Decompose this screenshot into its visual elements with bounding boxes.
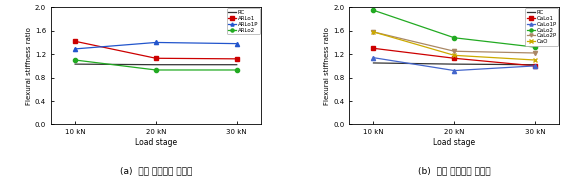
CaLo2 — [532, 46, 538, 48]
Text: (a)  유리 텍스타일 실험체: (a) 유리 텍스타일 실험체 — [120, 167, 192, 176]
X-axis label: Load stage: Load stage — [135, 138, 177, 147]
RC — [451, 63, 458, 65]
Line: CaLo2: CaLo2 — [371, 8, 537, 49]
RC — [72, 63, 79, 65]
Legend: RC, ARLo1, ARLo1P, ARLo2: RC, ARLo1, ARLo1P, ARLo2 — [227, 8, 260, 34]
Line: ARLo1P: ARLo1P — [73, 40, 239, 51]
CaO — [370, 31, 377, 33]
CaLo1 — [451, 57, 458, 59]
ARLo1 — [72, 40, 79, 42]
X-axis label: Load stage: Load stage — [433, 138, 475, 147]
CaLo2P — [532, 52, 538, 54]
ARLo2 — [153, 69, 159, 71]
ARLo1 — [233, 58, 240, 60]
Line: CaLo1P: CaLo1P — [371, 56, 537, 73]
RC — [153, 64, 159, 66]
ARLo1P — [72, 48, 79, 50]
Legend: RC, CaLo1, CaLo1P, CaLo2, CaLo2P, CaO: RC, CaLo1, CaLo1P, CaLo2, CaLo2P, CaO — [525, 8, 558, 46]
Text: (b)  탄소 텍스타일 실험체: (b) 탄소 텍스타일 실험체 — [418, 167, 490, 176]
ARLo1P — [153, 41, 159, 44]
CaO — [451, 54, 458, 56]
ARLo2 — [233, 69, 240, 71]
CaLo2P — [451, 50, 458, 52]
Line: RC: RC — [75, 64, 237, 65]
Line: CaO: CaO — [371, 30, 537, 62]
CaLo2P — [370, 31, 377, 33]
Y-axis label: Flexural stiffness ratio: Flexural stiffness ratio — [324, 27, 331, 105]
CaO — [532, 59, 538, 61]
RC — [233, 64, 240, 66]
CaLo1P — [451, 70, 458, 72]
CaLo2 — [451, 37, 458, 39]
Line: CaLo1: CaLo1 — [371, 46, 537, 68]
CaLo1 — [370, 47, 377, 49]
Y-axis label: Flexural stiffness ratio: Flexural stiffness ratio — [26, 27, 32, 105]
RC — [370, 62, 377, 64]
Line: CaLo2P: CaLo2P — [371, 30, 537, 55]
CaLo1P — [370, 57, 377, 59]
CaLo2 — [370, 9, 377, 11]
CaLo1 — [532, 65, 538, 67]
RC — [532, 64, 538, 66]
ARLo2 — [72, 59, 79, 61]
Line: ARLo1: ARLo1 — [73, 39, 239, 61]
Line: RC: RC — [373, 63, 535, 65]
ARLo1 — [153, 57, 159, 59]
ARLo1P — [233, 42, 240, 45]
CaLo1P — [532, 65, 538, 67]
Line: ARLo2: ARLo2 — [73, 58, 239, 72]
